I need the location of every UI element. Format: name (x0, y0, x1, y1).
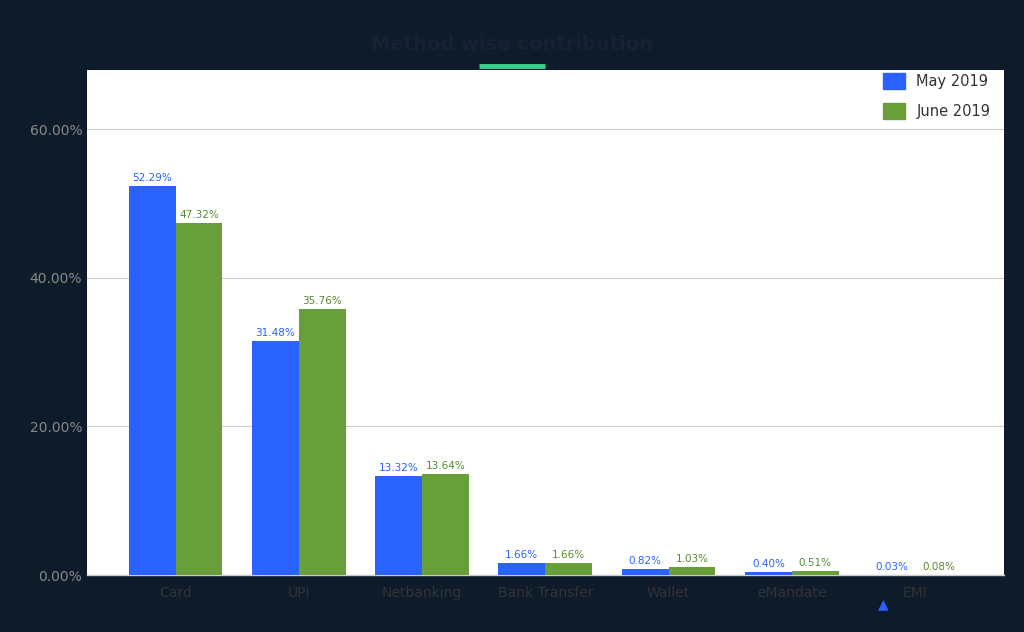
Bar (792, 571, 839, 575)
Text: 0.08%: 0.08% (922, 562, 955, 571)
Bar (129, 186, 175, 575)
Text: 0.03%: 0.03% (876, 562, 908, 572)
Bar (422, 474, 469, 575)
Text: Razorpay: Razorpay (870, 594, 957, 612)
Bar (175, 223, 222, 575)
Text: 1.66%: 1.66% (505, 550, 539, 560)
Text: 47.32%: 47.32% (179, 210, 219, 221)
Text: 0.40%: 0.40% (752, 559, 784, 569)
Text: ▲: ▲ (879, 598, 889, 612)
Text: Method wise contribution: Method wise contribution (371, 35, 653, 54)
Bar (299, 309, 346, 575)
Bar (622, 569, 669, 575)
Text: 0.51%: 0.51% (799, 558, 831, 568)
Text: 35.76%: 35.76% (302, 296, 342, 307)
Bar (744, 572, 792, 575)
Text: 1.03%: 1.03% (676, 554, 709, 564)
Text: 31.48%: 31.48% (256, 328, 295, 338)
Text: 52.29%: 52.29% (132, 173, 172, 183)
Bar (546, 562, 592, 575)
Text: 13.32%: 13.32% (379, 463, 419, 473)
Bar (669, 568, 716, 575)
Bar (499, 562, 546, 575)
Legend: May 2019, June 2019: May 2019, June 2019 (877, 67, 996, 125)
Text: 13.64%: 13.64% (426, 461, 465, 471)
Text: 0.82%: 0.82% (629, 556, 662, 566)
Bar (252, 341, 299, 575)
Text: 1.66%: 1.66% (552, 550, 586, 560)
Bar (375, 476, 422, 575)
